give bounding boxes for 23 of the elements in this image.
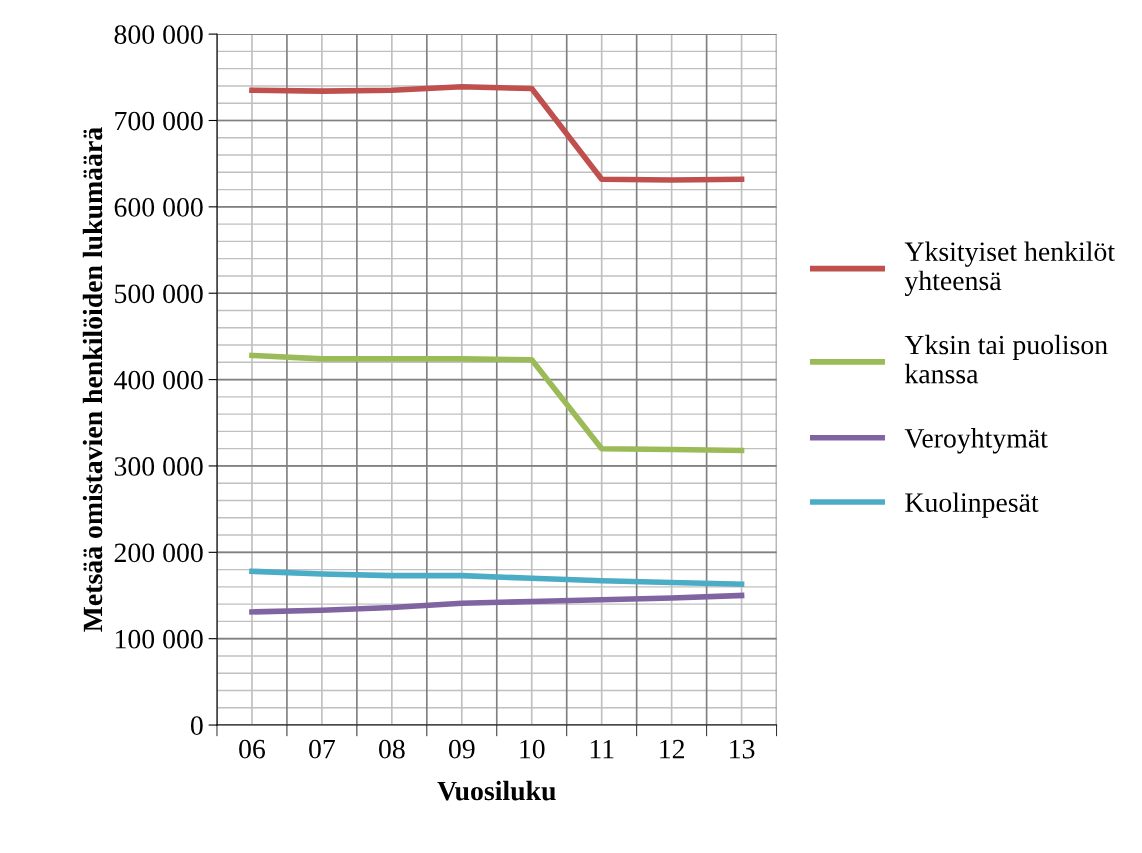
y-tick-label: 700 000	[115, 111, 203, 131]
legend-label: Veroyhtymät	[904, 428, 1048, 454]
y-tick-label: 400 000	[114, 370, 203, 390]
y-tick-label: 500 000	[115, 284, 203, 304]
y-tick-label: 300 000	[114, 457, 203, 476]
legend-label: Yksin tai puolison kanssa	[904, 334, 1108, 384]
x-tick-label: 12	[660, 739, 684, 759]
y-tick-label: 200 000	[114, 543, 203, 563]
legend-label: Kuolinpesät	[905, 492, 1039, 518]
x-tick-label: 13	[730, 739, 755, 759]
x-tick-label: 07	[309, 739, 335, 759]
y-tick-label: 800 000	[114, 25, 203, 45]
x-tick-label: 08	[379, 739, 405, 759]
x-tick-label: 09	[448, 739, 475, 759]
y-axis-title: Metsää omistavien henkilöiden lukumäärä	[82, 127, 103, 632]
x-tick-label: 10	[520, 739, 545, 759]
y-tick-label: 100 000	[115, 629, 203, 649]
y-tick-label: 0	[190, 716, 203, 735]
legend-label: Yksityiset henkilöt yhteensä	[904, 241, 1115, 296]
x-tick-label: 06	[239, 739, 266, 759]
y-tick-label: 600 000	[114, 198, 203, 217]
x-tick-label: 11	[590, 739, 614, 759]
x-axis-title: Vuosiluku	[437, 780, 556, 801]
